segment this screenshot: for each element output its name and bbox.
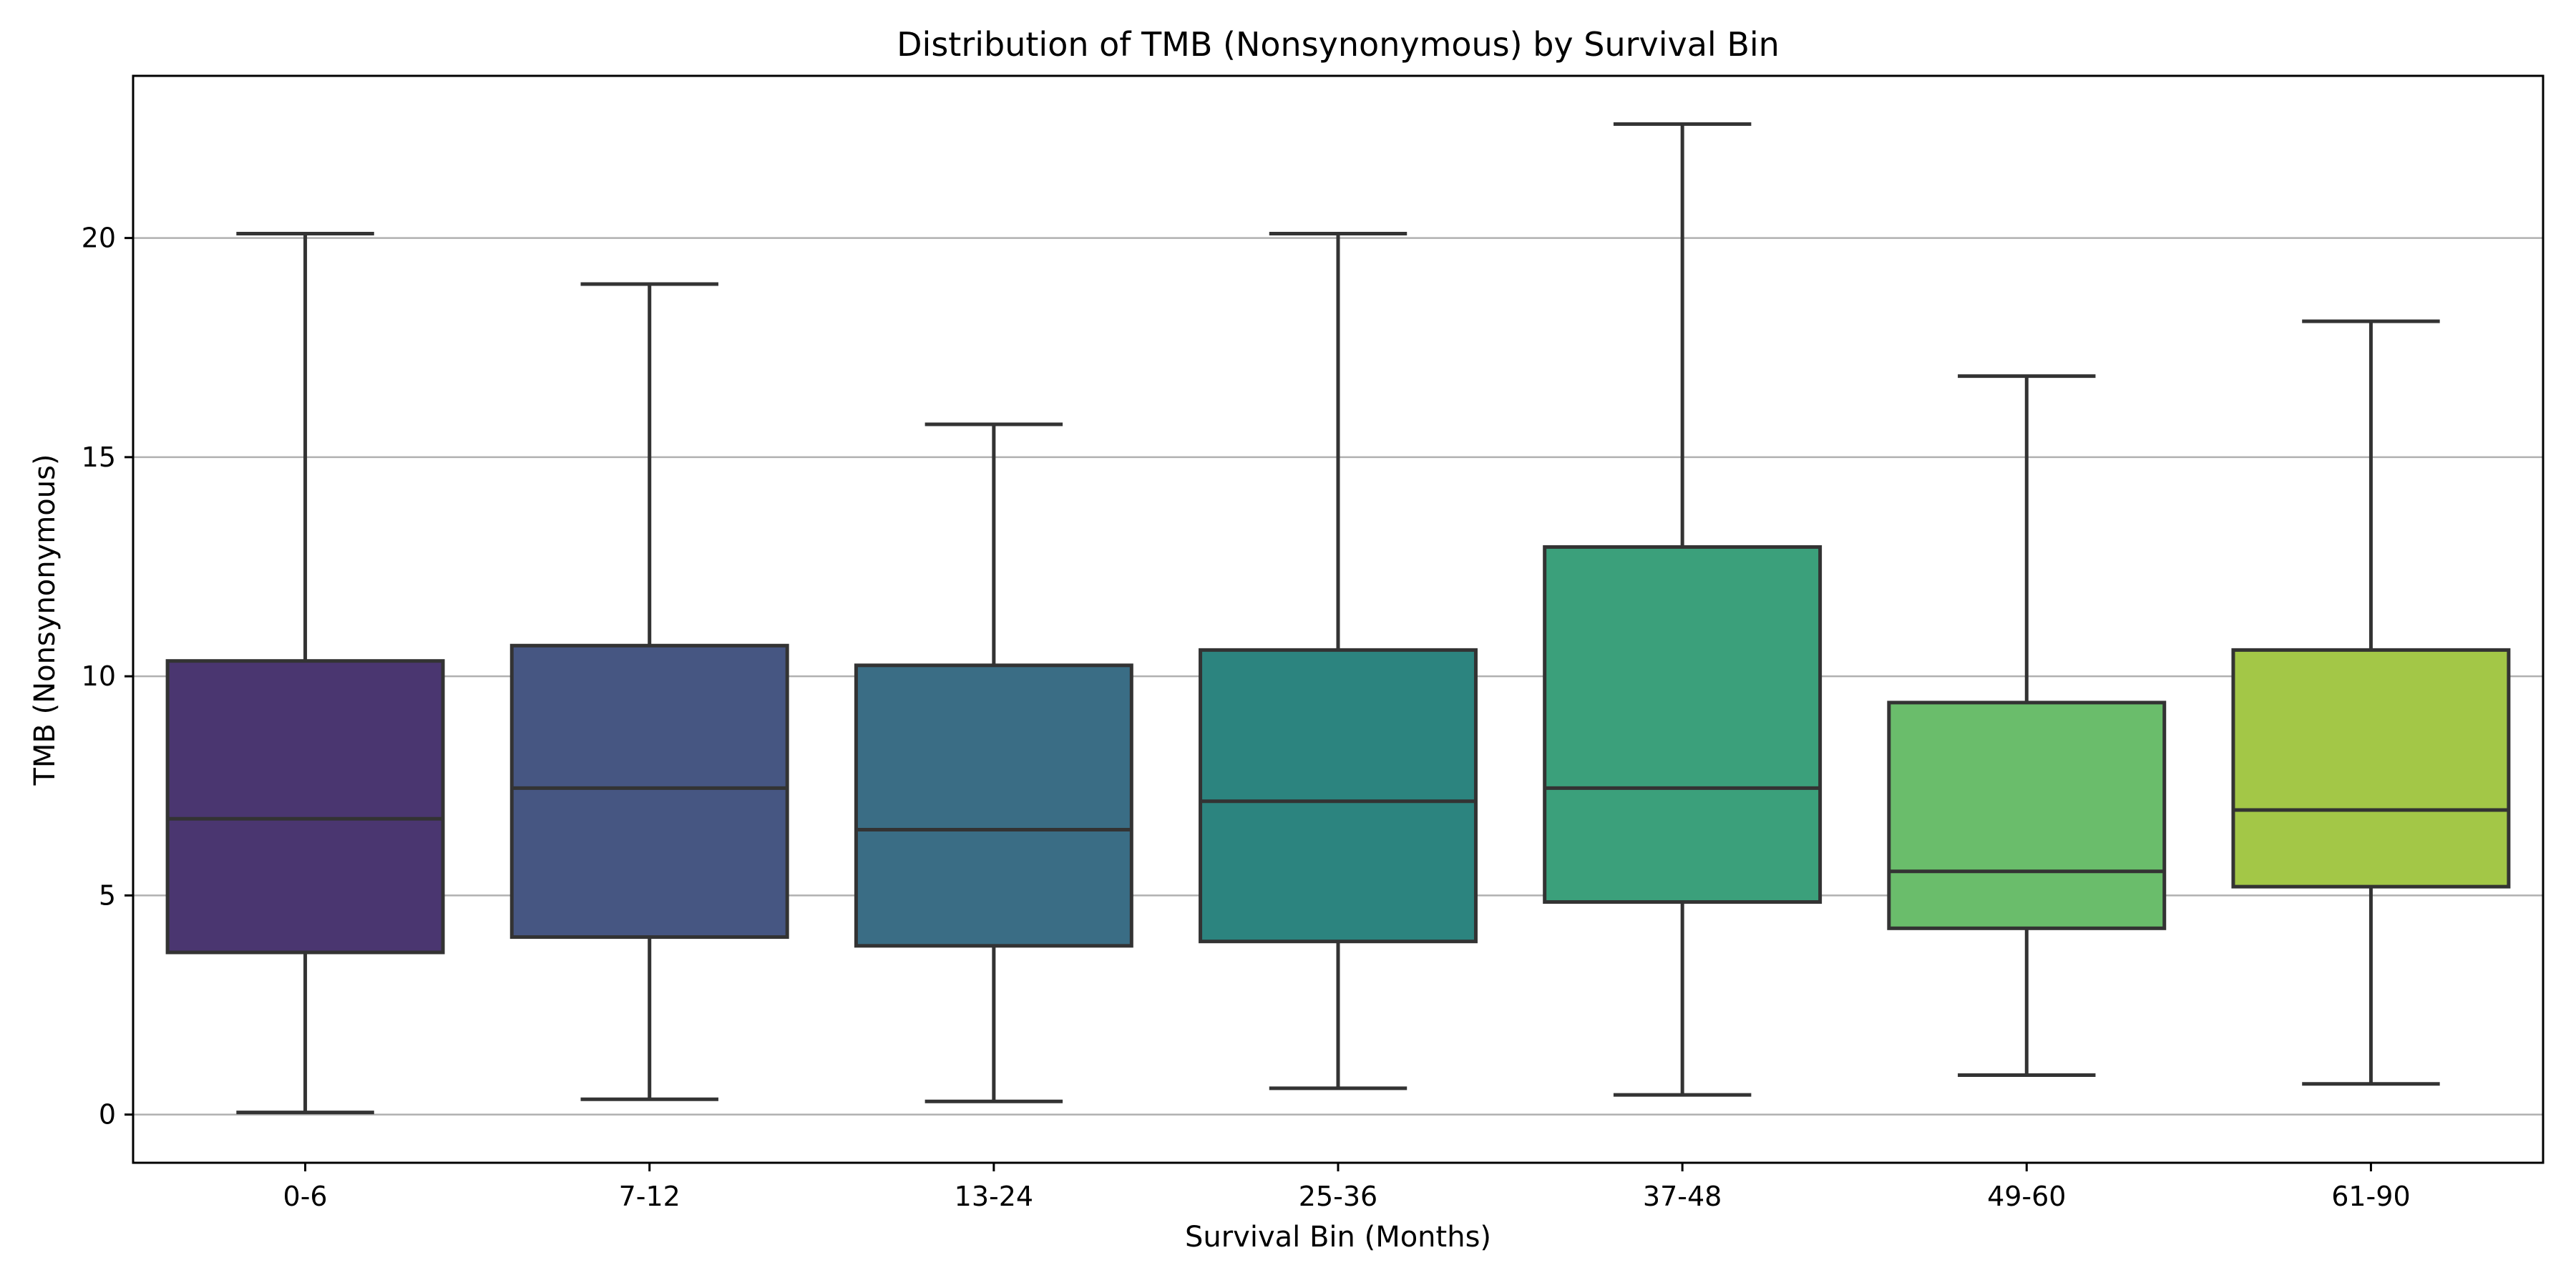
iqr-box [1543, 545, 1823, 904]
y-tick-label: 0 [99, 1099, 116, 1131]
iqr-box [2231, 648, 2511, 889]
box-25-36 [1199, 232, 1478, 1091]
x-tick-label: 37-48 [1643, 1181, 1722, 1212]
iqr-box [854, 663, 1133, 948]
x-tick-label: 25-36 [1299, 1181, 1377, 1212]
iqr-box [509, 643, 789, 940]
iqr-box [165, 659, 445, 955]
x-axis-label: Survival Bin (Months) [1185, 1221, 1491, 1254]
box-13-24 [854, 422, 1133, 1103]
box-61-90 [2231, 319, 2511, 1086]
box-37-48 [1543, 122, 1823, 1097]
x-tick-label: 7-12 [619, 1181, 680, 1212]
y-tick-label: 10 [82, 660, 116, 692]
x-tick-label: 49-60 [1987, 1181, 2066, 1212]
y-axis-label: TMB (Nonsynonymous) [29, 454, 62, 786]
x-axis-ticks: 0-6 7-12 13-24 25-36 37-48 49-60 61-90 [283, 1163, 2411, 1212]
x-tick-label: 0-6 [283, 1181, 328, 1212]
x-tick-label: 13-24 [955, 1181, 1033, 1212]
iqr-box [1199, 648, 1478, 944]
iqr-box [1887, 701, 2167, 930]
y-tick-label: 15 [82, 441, 116, 473]
box-49-60 [1887, 374, 2167, 1077]
box-7-12 [509, 282, 789, 1101]
chart-title: Distribution of TMB (Nonsynonymous) by S… [897, 25, 1780, 64]
y-tick-label: 5 [99, 879, 116, 911]
y-tick-label: 20 [82, 223, 116, 254]
y-axis-ticks: 0 5 10 15 20 [82, 223, 133, 1131]
x-tick-label: 61-90 [2331, 1181, 2410, 1212]
boxes [165, 122, 2511, 1115]
box-0-6 [165, 232, 445, 1115]
